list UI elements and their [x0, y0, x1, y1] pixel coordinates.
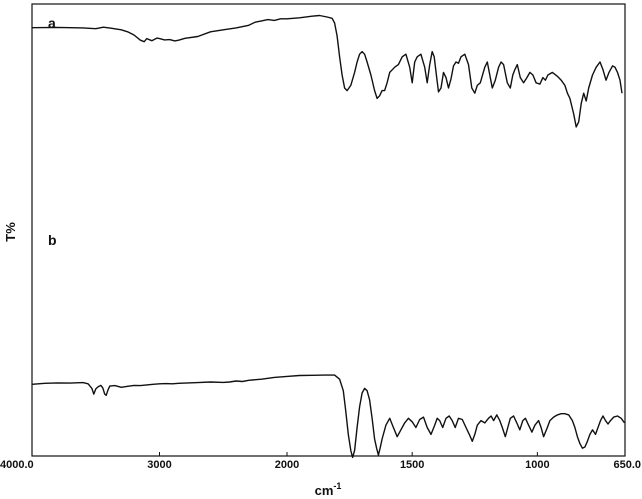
x-tick-label-2000: 2000: [275, 459, 299, 471]
panel-labels: ab: [48, 15, 57, 248]
panel-label-a: a: [48, 15, 56, 31]
spectrum-line-b: [31, 374, 626, 459]
x-axis-ticks: 4000.0 3000 2000 1500 1000 650.0: [0, 452, 641, 471]
x-axis-label-base: cm: [315, 483, 334, 498]
x-tick-label-3000: 3000: [147, 459, 171, 471]
x-tick-label-650.0: 650.0: [613, 459, 641, 471]
x-tick-label-1000: 1000: [525, 459, 549, 471]
y-axis-label: T%: [3, 222, 18, 242]
panel-label-b: b: [48, 232, 57, 248]
x-tick-label-1500: 1500: [400, 459, 424, 471]
x-axis-label: cm-1: [315, 481, 342, 498]
plot-frame: [31, 3, 626, 457]
spectrum-curves: [31, 14, 626, 459]
x-tick-label-4000.0: 4000.0: [0, 459, 34, 471]
x-axis-label-superscript: -1: [333, 481, 341, 491]
spectrum-line-a: [31, 14, 623, 128]
